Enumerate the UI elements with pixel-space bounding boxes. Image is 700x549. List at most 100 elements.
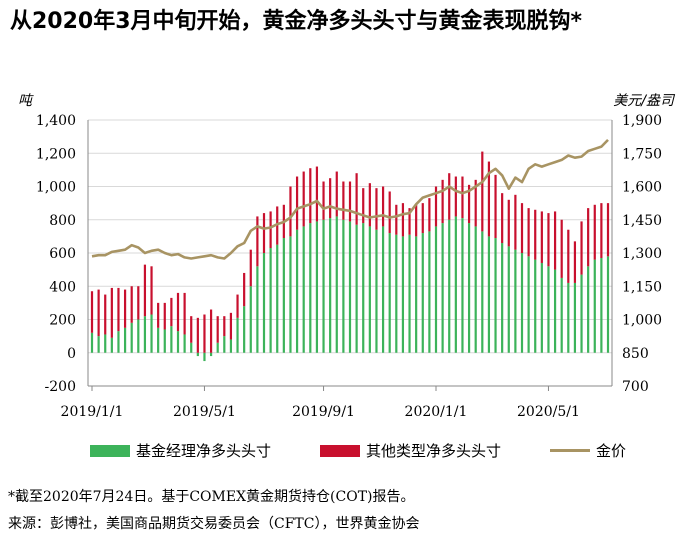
bar-fund-managers [143,316,147,353]
bar-fund-managers [573,282,577,353]
bar-fund-managers [507,246,510,353]
bar-fund-managers [170,326,173,353]
bar-others [487,161,491,237]
bar-others [540,211,543,263]
legend-label-gold-price: 金价 [596,442,627,460]
bar-fund-managers [342,219,345,353]
bar-others [322,181,325,220]
bar-fund-managers [315,221,319,353]
bar-others [580,221,583,275]
bar-others [527,208,530,257]
legend-swatch-green [90,444,130,457]
bar-others [295,176,299,230]
bar-others [137,286,140,320]
bar-others [249,249,252,287]
bar-others [560,219,563,278]
bar-fund-managers [117,331,120,353]
bar-others [117,287,120,332]
right-tick-label: 850 [622,346,649,362]
legend-item-others: 其他类型净多头头寸 [320,440,501,461]
bar-fund-managers [196,352,199,357]
right-tick-label: 1,750 [622,146,662,162]
bar-others [421,203,424,234]
legend: 基金经理净多头头寸 其他类型净多头头寸 金价 [0,440,700,462]
bar-others [196,317,199,353]
bar-fund-managers [130,322,133,353]
bar-others [315,166,319,222]
bar-fund-managers [408,234,411,353]
left-tick-label: 1,200 [36,146,76,162]
x-tick-label: 2019/5/1 [173,404,236,420]
bar-fund-managers [309,223,312,353]
right-tick-label: 1,450 [622,213,662,229]
bar-others [97,289,100,337]
bar-fund-managers [216,342,219,353]
left-tick-label: 0 [67,346,76,362]
bar-others [236,294,239,318]
bar-others [606,203,610,257]
bar-fund-managers [560,277,563,353]
bar-fund-managers [481,231,484,353]
bar-others [170,297,173,327]
bar-others [289,186,292,237]
bar-fund-managers [401,236,405,353]
bar-fund-managers [448,219,451,353]
bar-fund-managers [97,336,100,353]
bar-others [481,151,484,232]
bar-others [130,286,133,323]
bar-others [335,171,338,217]
chart-title: 从2020年3月中旬开始，黄金净多头头寸与黄金表现脱钩* [10,9,583,34]
chart-area: -200 0 200 400 600 800 1,000 1,200 1,400 700 850 1,… [36,113,662,420]
bar-others [600,203,603,258]
bar-fund-managers [348,221,352,353]
bar-others [467,184,471,224]
bar-others [494,174,497,239]
bar-others [163,302,166,330]
legend-swatch-gold [550,449,590,452]
bar-fund-managers [381,226,385,353]
bar-others [507,199,510,247]
left-tick-label: 400 [49,279,76,295]
bar-others [547,213,550,267]
legend-swatch-red [320,444,360,457]
bar-fund-managers [421,233,424,353]
bar-others [534,209,537,260]
x-tick-label: 2020/1/1 [405,404,468,420]
bar-others [123,289,127,328]
bar-others [104,294,107,335]
bar-others [368,183,371,227]
bar-fund-managers [580,274,583,353]
bar-others [395,204,398,235]
bar-others [157,302,160,328]
bar-fund-managers [474,226,477,353]
bar-fund-managers [415,236,418,353]
bar-fund-managers [90,332,94,353]
bar-others [428,198,431,232]
bar-others [593,204,596,260]
left-tick-label: 1,400 [36,113,76,129]
bar-fund-managers [388,233,391,353]
bar-others [190,316,193,343]
bar-fund-managers [606,256,610,353]
bar-fund-managers [209,352,213,357]
x-tick-label: 2019/1/1 [61,404,124,420]
bar-fund-managers [282,238,285,353]
right-tick-label: 1,000 [622,313,662,329]
bar-others [362,188,365,224]
bar-fund-managers [183,334,186,353]
bar-fund-managers [553,269,557,353]
bar-others [401,203,405,237]
bar-others [209,309,213,353]
bar-fund-managers [123,327,127,353]
right-tick-label: 1,600 [622,180,662,196]
bar-others [150,266,153,315]
bar-fund-managers [368,226,371,353]
left-tick-label: -200 [45,379,76,395]
bar-fund-managers [527,256,530,353]
bar-fund-managers [461,218,464,353]
bar-fund-managers [223,336,226,353]
legend-item-fund-managers: 基金经理净多头头寸 [90,440,271,461]
bar-others [355,173,358,225]
bar-others [474,179,477,227]
bar-others [501,193,504,244]
